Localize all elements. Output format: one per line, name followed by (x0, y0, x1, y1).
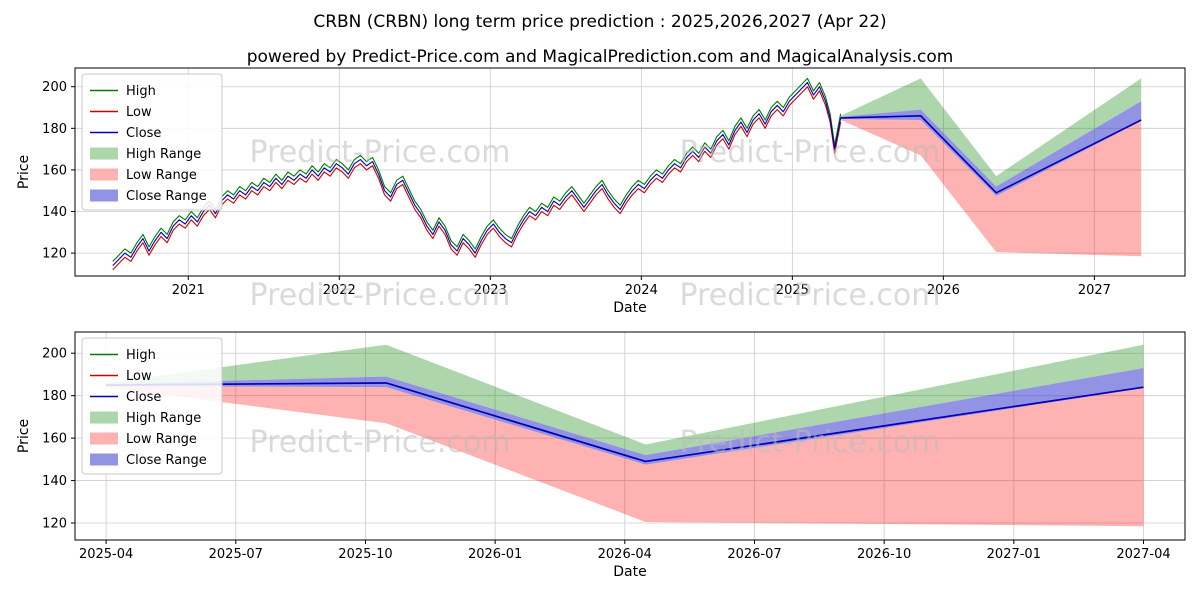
legend-label: High Range (126, 147, 201, 162)
legend-label: Close (126, 390, 161, 405)
x-axis-label: Date (613, 300, 646, 316)
low-range-band (840, 118, 1142, 257)
legend-label: Close Range (126, 189, 207, 204)
chart-history-and-forecast: 2021 2022 2023 2024 2025 2026 2027 120 140 160 180… (16, 67, 1186, 316)
close-forecast-line (106, 382, 1144, 463)
legend-label: High (126, 348, 156, 363)
watermark-text: Predict-Price.com (680, 278, 941, 313)
x-tick-label: 2024 (625, 283, 658, 298)
x-tick-label: 2025-10 (338, 547, 392, 562)
y-tick-label: 200 (42, 347, 67, 362)
watermark-text: Predict-Price.com (250, 425, 511, 460)
low-range-band (106, 386, 1144, 527)
x-tick-label: 2025 (776, 283, 809, 298)
x-tick-label: 2026-10 (857, 547, 911, 562)
legend-label: Low Range (126, 168, 197, 183)
legend-label: Low (126, 369, 152, 384)
y-tick-label: 160 (42, 163, 67, 178)
y-tick-label: 160 (42, 432, 67, 447)
chart-forecast-detail: 2025-04 2025-07 2025-10 2026-01 2026-04 2026-… (16, 331, 1186, 580)
x-axis-label: Date (613, 564, 646, 580)
y-axis-label: Price (16, 155, 32, 189)
chart-subtitle: powered by Predict-Price.com and Magical… (246, 47, 954, 67)
y-tick-label: 120 (42, 517, 67, 532)
legend-box (81, 73, 223, 211)
plot-border (74, 331, 1186, 541)
x-tick-label: 2027 (1078, 283, 1111, 298)
x-tick-label: 2026 (927, 283, 960, 298)
x-tick-label: 2025-07 (209, 547, 263, 562)
legend-sample-close-range-patch (90, 453, 118, 466)
legend-sample-high-range-patch (90, 147, 118, 160)
high-range-band (106, 344, 1144, 456)
high-range-band (840, 78, 1142, 187)
x-tick-label: 2021 (172, 283, 205, 298)
watermark-text: Predict-Price.com (250, 278, 511, 313)
x-tick-label: 2027-04 (1116, 547, 1170, 562)
legend-label: Low (126, 105, 152, 120)
close-range-band (106, 368, 1144, 465)
legend-label: Close (126, 126, 161, 141)
close-range-band (840, 101, 1142, 196)
y-tick-label: 180 (42, 122, 67, 137)
legend-label: High Range (126, 411, 201, 426)
y-tick-label: 140 (42, 474, 67, 489)
legend-box (81, 337, 223, 475)
y-tick-label: 200 (42, 80, 67, 95)
y-axis-label: Price (16, 419, 32, 453)
x-tick-label: 2027-01 (987, 547, 1041, 562)
x-tick-label: 2022 (323, 283, 356, 298)
x-tick-label: 2026-07 (727, 547, 781, 562)
legend-sample-low-range-patch (90, 432, 118, 445)
legend-sample-low-range-patch (90, 168, 118, 181)
x-tick-label: 2023 (474, 283, 507, 298)
y-tick-label: 180 (42, 389, 67, 404)
x-tick-label: 2026-04 (598, 547, 652, 562)
x-tick-label: 2025-04 (79, 547, 133, 562)
legend-label: Close Range (126, 453, 207, 468)
legend-sample-close-range-patch (90, 189, 118, 202)
plot-border (74, 67, 1186, 277)
watermark-text: Predict-Price.com (680, 135, 941, 170)
close-forecast-line (840, 115, 1142, 194)
low-line (112, 86, 842, 271)
legend-label: Low Range (126, 432, 197, 447)
watermark-text: Predict-Price.com (680, 425, 941, 460)
watermark-text: Predict-Price.com (250, 135, 511, 170)
x-tick-label: 2026-01 (468, 547, 522, 562)
high-line (112, 77, 842, 262)
chart-title: CRBN (CRBN) long term price prediction :… (313, 12, 887, 32)
legend-label: High (126, 84, 156, 99)
y-tick-label: 140 (42, 205, 67, 220)
legend-sample-high-range-patch (90, 411, 118, 424)
close-line (112, 82, 842, 266)
y-tick-label: 120 (42, 247, 67, 262)
